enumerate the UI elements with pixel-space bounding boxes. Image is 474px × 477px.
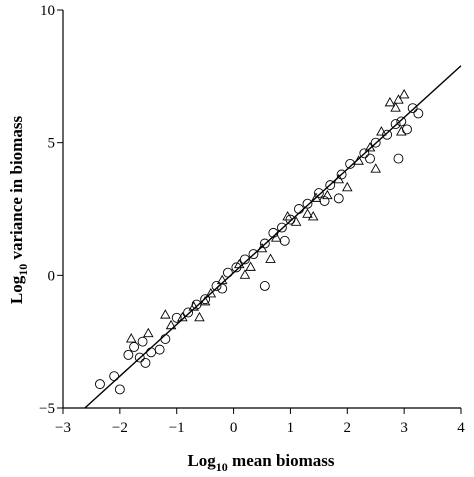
triangle-point bbox=[282, 211, 293, 221]
data-points bbox=[95, 88, 424, 395]
triangle-point bbox=[216, 274, 228, 285]
triangle-point bbox=[205, 287, 217, 298]
x-tick-label: 1 bbox=[287, 420, 295, 436]
triangle-point bbox=[333, 173, 345, 184]
x-tick-label: −2 bbox=[112, 420, 128, 436]
circle-point bbox=[217, 283, 228, 294]
circle-point bbox=[123, 349, 134, 360]
triangle-point bbox=[310, 192, 322, 202]
triangle-point bbox=[194, 311, 205, 322]
triangle-point bbox=[265, 253, 276, 263]
triangle-point bbox=[125, 333, 137, 343]
circle-point bbox=[276, 222, 287, 233]
circle-point bbox=[134, 352, 145, 363]
triangle-point bbox=[342, 181, 353, 192]
circle-point bbox=[302, 198, 313, 209]
y-tick-label: 10 bbox=[40, 3, 55, 19]
triangle-point bbox=[393, 94, 404, 104]
circle-point bbox=[109, 371, 120, 382]
fit-line-group bbox=[84, 65, 462, 409]
triangle-point bbox=[302, 208, 313, 218]
triangle-point bbox=[290, 216, 302, 226]
x-tick-label: 0 bbox=[230, 420, 238, 436]
circle-point bbox=[396, 116, 407, 127]
circle-point bbox=[146, 347, 157, 358]
x-tick-label: 3 bbox=[400, 420, 408, 436]
y-tick-label: −5 bbox=[39, 401, 55, 417]
circle-point bbox=[248, 249, 259, 260]
y-tick-label: 5 bbox=[48, 136, 56, 152]
x-tick-label: 2 bbox=[344, 420, 352, 436]
circle-point bbox=[129, 342, 140, 352]
circle-point bbox=[390, 119, 401, 130]
circle-point bbox=[154, 344, 165, 355]
circle-point bbox=[365, 153, 375, 164]
circle-point bbox=[160, 334, 171, 344]
triangle-point bbox=[384, 96, 396, 107]
triangle-point bbox=[256, 242, 268, 253]
triangle-point bbox=[353, 155, 364, 165]
x-axis-title: Log10 mean biomass bbox=[187, 451, 334, 474]
circle-point bbox=[211, 280, 222, 291]
circle-point bbox=[222, 267, 233, 278]
regression-line bbox=[84, 65, 462, 409]
triangle-point bbox=[364, 142, 376, 152]
circle-point bbox=[413, 108, 424, 119]
circle-point bbox=[200, 294, 211, 305]
triangle-point bbox=[396, 126, 407, 136]
triangle-point bbox=[233, 258, 245, 269]
axes: −3 −2 −1 0 1 2 3 4 −5 0 5 10 bbox=[39, 3, 465, 436]
circle-point bbox=[95, 379, 105, 390]
circle-point bbox=[259, 280, 270, 291]
circle-point bbox=[402, 124, 412, 135]
triangle-point bbox=[270, 232, 282, 242]
circle-point bbox=[183, 307, 194, 318]
triangle-point bbox=[390, 102, 401, 112]
triangle-point bbox=[398, 88, 410, 99]
triangle-point bbox=[307, 211, 319, 221]
circle-point bbox=[279, 235, 290, 246]
circle-point bbox=[370, 137, 381, 148]
y-tick-label: 0 bbox=[48, 268, 56, 284]
circle-point bbox=[359, 148, 370, 159]
triangle-point bbox=[245, 261, 256, 271]
circle-point bbox=[137, 336, 148, 347]
circle-point bbox=[333, 193, 344, 204]
circle-point bbox=[140, 357, 151, 368]
circle-point bbox=[319, 196, 330, 206]
circle-point bbox=[325, 180, 336, 191]
triangle-point bbox=[177, 311, 188, 322]
x-tick-label: −1 bbox=[169, 420, 185, 436]
y-axis-title: Log10 variance in biomass bbox=[7, 116, 30, 305]
triangle-point bbox=[376, 126, 387, 136]
triangle-point bbox=[188, 301, 200, 311]
circle-point bbox=[294, 204, 304, 214]
x-tick-label: −3 bbox=[55, 420, 71, 436]
triangle-point bbox=[370, 163, 381, 173]
circle-point bbox=[171, 312, 182, 323]
circle-point bbox=[114, 384, 125, 395]
triangle-point bbox=[165, 319, 177, 330]
circle-point bbox=[407, 103, 418, 114]
circle-point bbox=[239, 254, 250, 265]
circle-point bbox=[393, 153, 404, 164]
triangle-point bbox=[199, 295, 211, 306]
triangle-point bbox=[160, 309, 171, 319]
triangle-point bbox=[322, 189, 333, 200]
triangle-point bbox=[143, 327, 154, 338]
triangle-point bbox=[239, 269, 251, 279]
x-tick-label: 4 bbox=[457, 420, 465, 436]
